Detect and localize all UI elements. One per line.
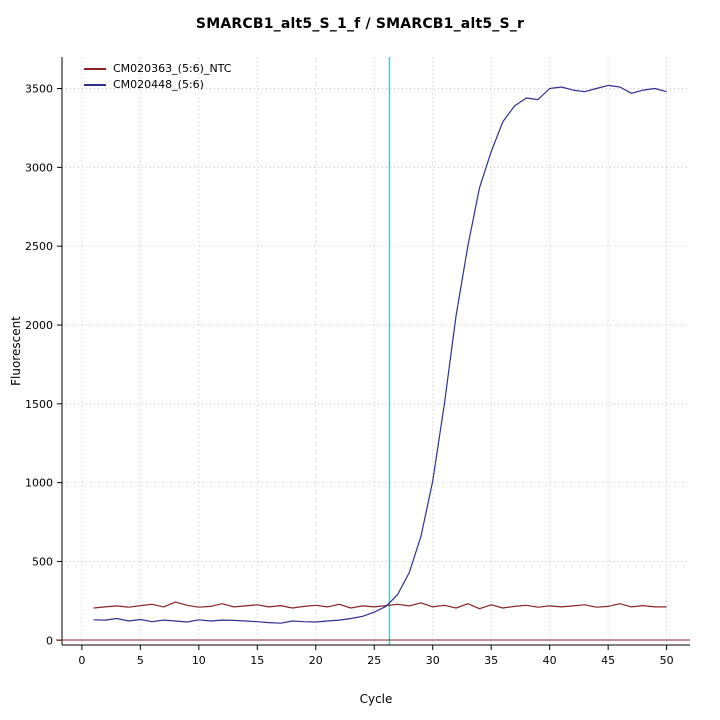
- y-tick-label: 2000: [25, 319, 53, 332]
- legend-label-ntc: CM020363_(5:6)_NTC: [113, 62, 232, 75]
- legend-line-swatch-sample: [84, 83, 106, 86]
- x-tick-label: 30: [426, 654, 440, 667]
- x-tick-label: 50: [660, 654, 674, 667]
- y-tick-label: 500: [32, 555, 53, 568]
- y-tick-label: 1000: [25, 477, 53, 490]
- y-tick-label: 3500: [25, 83, 53, 96]
- y-tick-label: 2500: [25, 240, 53, 253]
- series-line-sample: [93, 84, 667, 624]
- x-axis-label: Cycle: [359, 692, 393, 706]
- x-tick-label: 15: [250, 654, 264, 667]
- x-tick-label: 5: [137, 654, 144, 667]
- legend-label-sample: CM020448_(5:6): [113, 78, 204, 91]
- x-tick-label: 25: [367, 654, 381, 667]
- x-tick-label: 40: [543, 654, 557, 667]
- x-tick-label: 20: [309, 654, 323, 667]
- legend-item-sample: CM020448_(5:6): [84, 78, 231, 91]
- y-axis-label: Fluorescent: [9, 316, 23, 386]
- y-tick-label: 1500: [25, 398, 53, 411]
- x-tick-label: 45: [601, 654, 615, 667]
- legend: CM020363_(5:6)_NTC CM020448_(5:6): [84, 62, 231, 91]
- x-tick-label: 35: [484, 654, 498, 667]
- y-tick-label: 0: [46, 634, 53, 647]
- series-line-ntc: [93, 601, 667, 610]
- legend-line-swatch-ntc: [84, 67, 106, 70]
- chart-title: SMARCB1_alt5_S_1_f / SMARCB1_alt5_S_r: [195, 16, 525, 32]
- legend-item-ntc: CM020363_(5:6)_NTC: [84, 62, 231, 75]
- x-tick-label: 10: [192, 654, 206, 667]
- y-tick-label: 3000: [25, 161, 53, 174]
- x-tick-label: 0: [78, 654, 85, 667]
